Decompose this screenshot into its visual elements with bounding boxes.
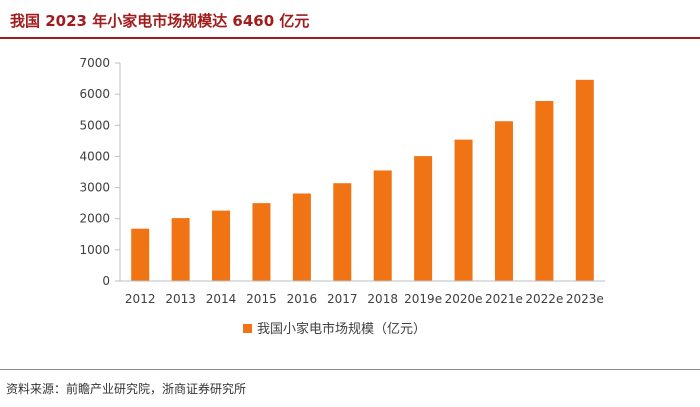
- y-tick-label: 2000: [79, 212, 110, 226]
- x-tick-label: 2022e: [525, 292, 563, 306]
- x-tick-label: 2012: [125, 292, 156, 306]
- bar: [494, 121, 513, 281]
- bar: [535, 100, 554, 281]
- legend: 我国小家电市场规模（亿元）: [243, 321, 426, 337]
- x-axis: 2012 2013 2014 2015 2016 2017 2018 2019e 2020e 20…: [120, 280, 605, 306]
- x-tick-label: 2020e: [445, 292, 483, 306]
- x-tick-label: 2016: [287, 292, 318, 306]
- y-tick-label: 6000: [79, 87, 110, 101]
- y-tick-label: 5000: [79, 118, 110, 132]
- bars: [131, 79, 594, 282]
- x-tick-label: 2018: [367, 292, 398, 306]
- bar: [333, 183, 352, 281]
- bar: [575, 79, 594, 282]
- footer-divider: [0, 369, 700, 370]
- bar: [212, 210, 231, 281]
- legend-swatch: [243, 324, 252, 333]
- bar: [131, 228, 150, 281]
- x-tick-label: 2021e: [485, 292, 523, 306]
- bar-chart: 0 1000 2000 3000 4000 5000 6000 7000 2012 2013 20…: [79, 56, 605, 337]
- chart-title: 我国 2023 年小家电市场规模达 6460 亿元: [10, 12, 310, 30]
- y-tick-label: 7000: [79, 56, 110, 70]
- source-note: 资料来源：前瞻产业研究院，浙商证券研究所: [6, 382, 247, 396]
- bar: [292, 193, 311, 281]
- y-tick-label: 4000: [79, 149, 110, 163]
- y-axis: 0 1000 2000 3000 4000 5000 6000 7000: [79, 56, 121, 288]
- x-tick-label: 2013: [165, 292, 196, 306]
- x-tick-label: 2014: [206, 292, 237, 306]
- x-tick-label: 2023e: [566, 292, 604, 306]
- y-tick-label: 0: [102, 274, 110, 288]
- title-divider: [0, 37, 700, 39]
- x-tick-label: 2015: [246, 292, 277, 306]
- x-tick-label: 2017: [327, 292, 358, 306]
- bar: [252, 203, 271, 281]
- bar: [454, 139, 473, 281]
- bar: [414, 156, 433, 281]
- y-tick-label: 3000: [79, 181, 110, 195]
- legend-label: 我国小家电市场规模（亿元）: [257, 321, 426, 337]
- bar: [171, 218, 190, 281]
- y-tick-label: 1000: [79, 243, 110, 257]
- bar: [373, 170, 392, 281]
- x-tick-label: 2019e: [404, 292, 442, 306]
